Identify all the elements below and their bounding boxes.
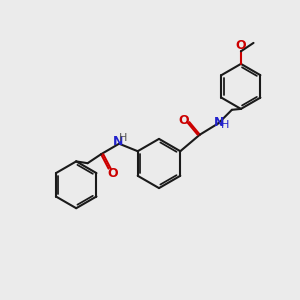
Text: O: O bbox=[178, 114, 189, 127]
Text: N: N bbox=[112, 135, 123, 148]
Text: H: H bbox=[221, 119, 229, 130]
Text: N: N bbox=[214, 116, 224, 129]
Text: O: O bbox=[107, 167, 118, 181]
Text: O: O bbox=[236, 39, 246, 52]
Text: H: H bbox=[118, 133, 127, 143]
